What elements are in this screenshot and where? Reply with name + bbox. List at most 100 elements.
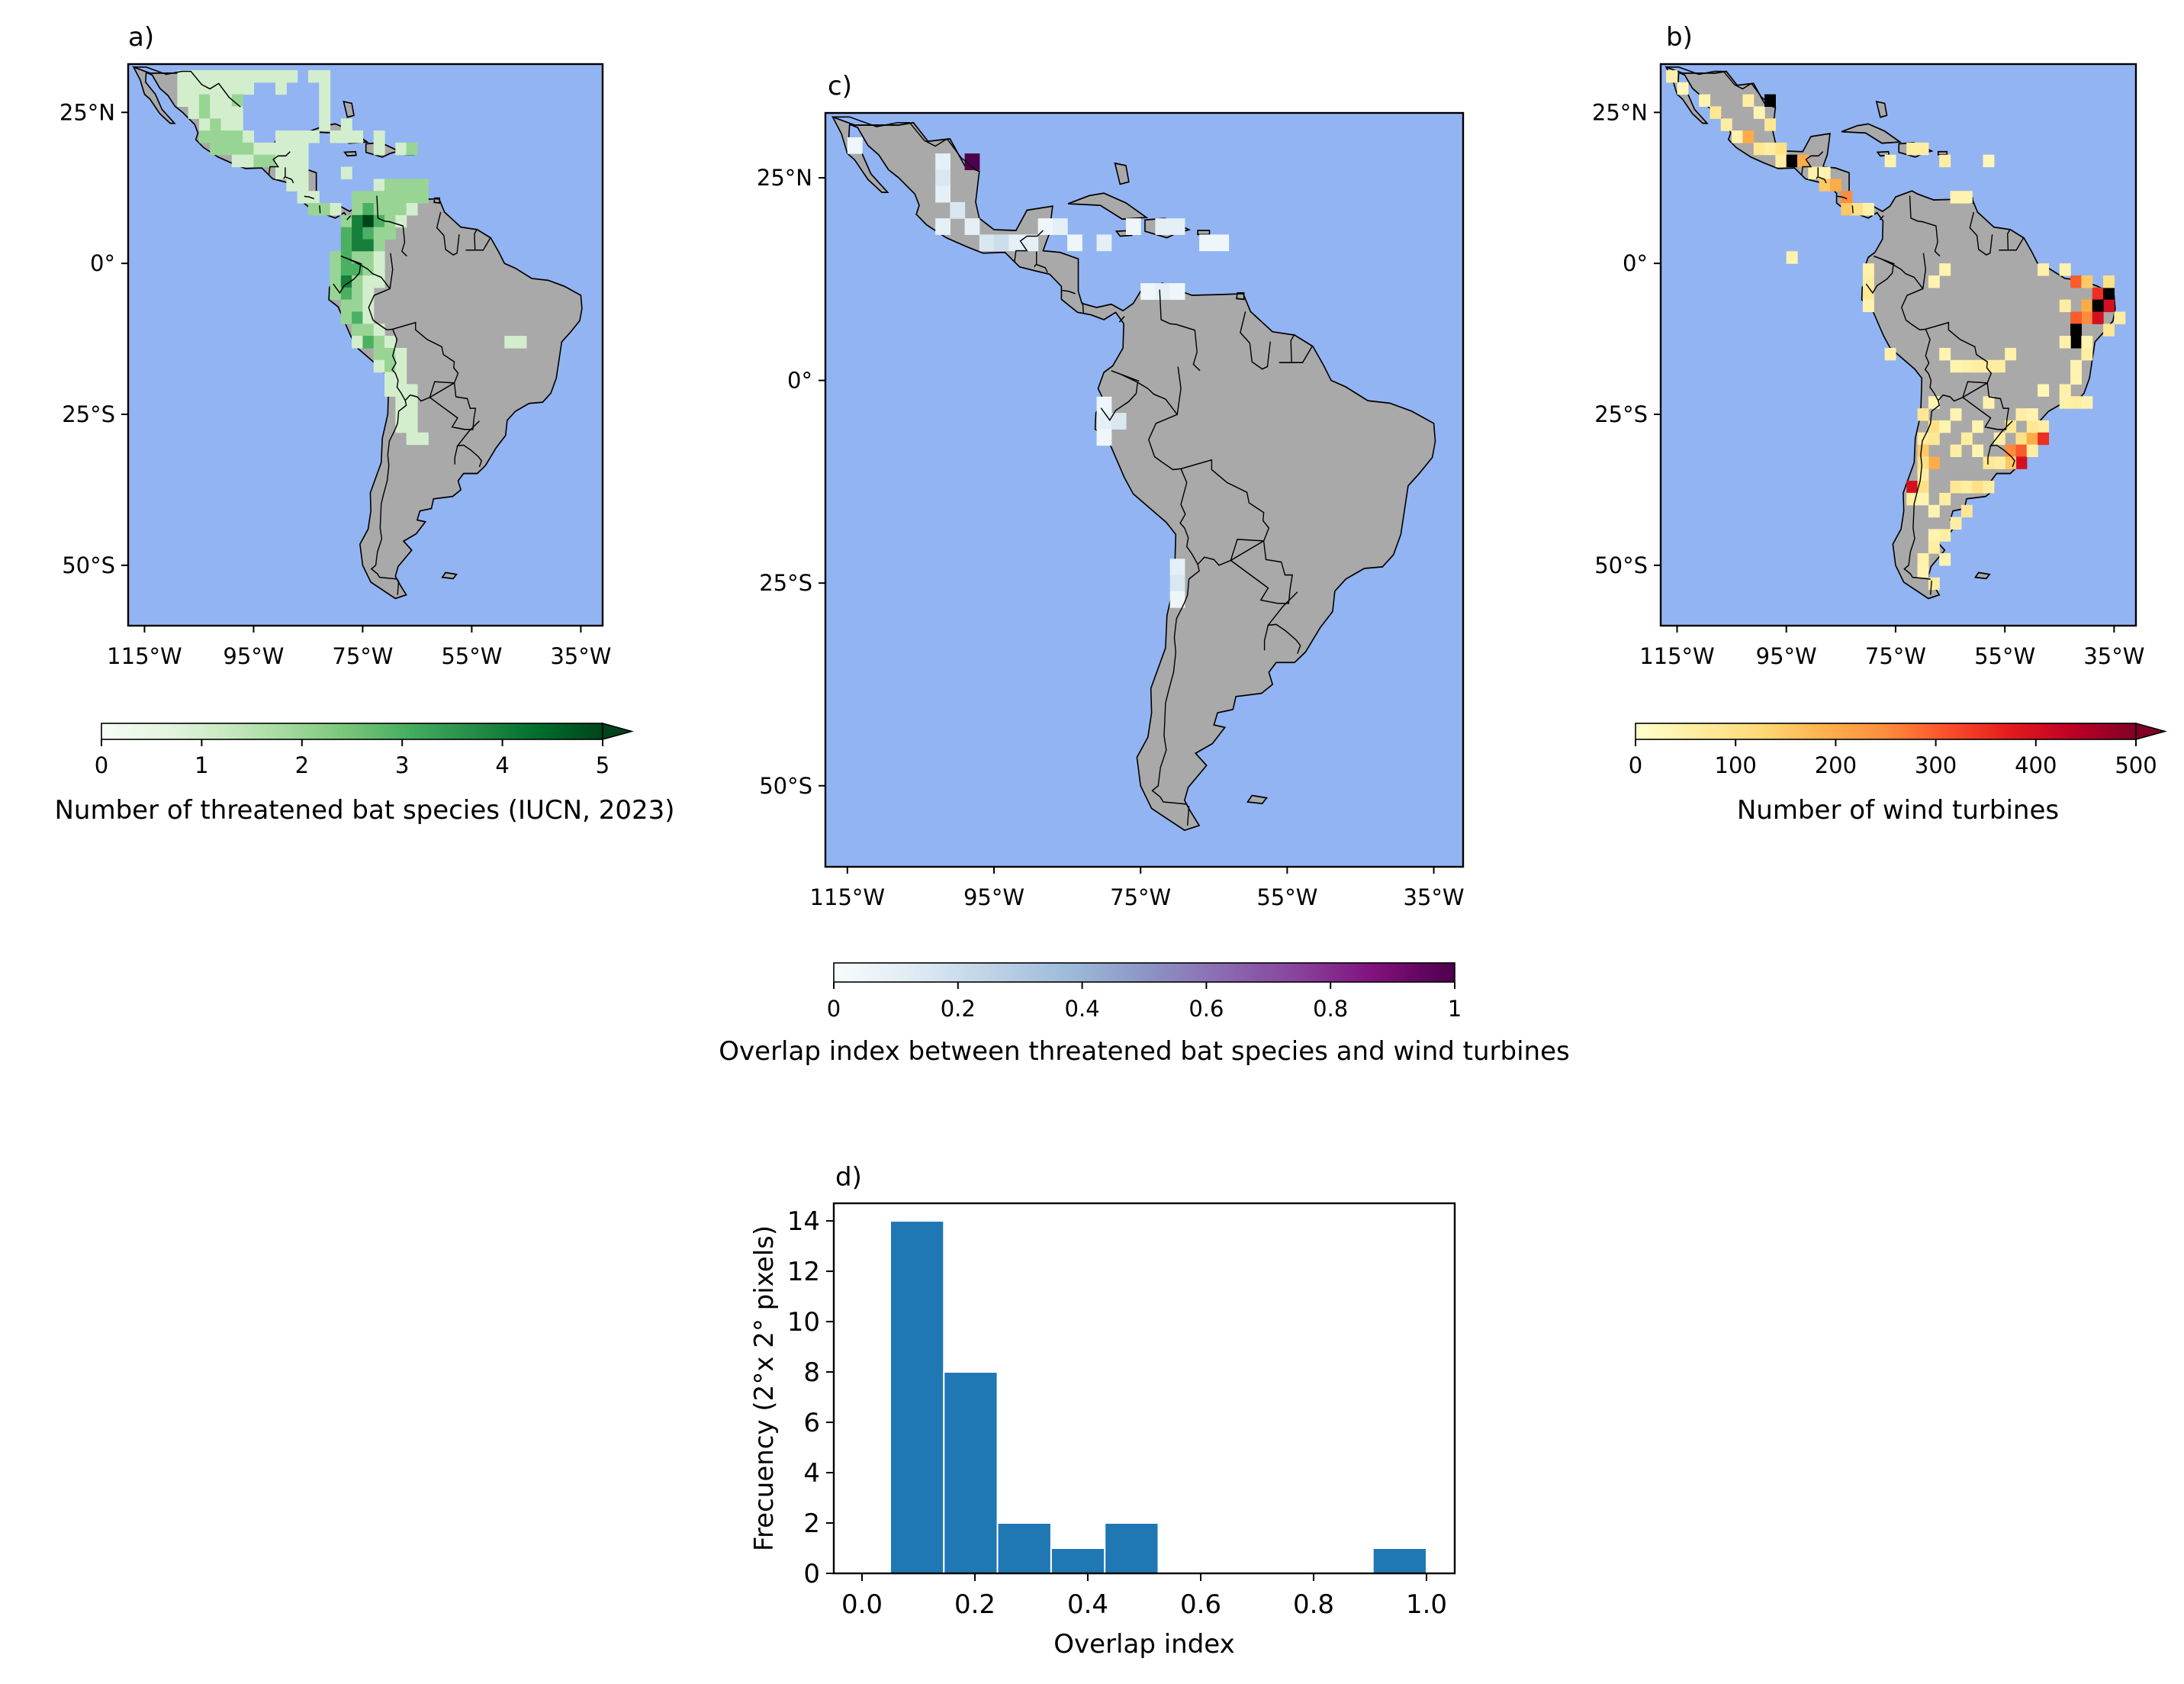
grid-cell <box>2059 263 2071 276</box>
grid-cell <box>352 191 364 204</box>
grid-cell <box>504 336 516 349</box>
grid-cell <box>2038 420 2050 433</box>
grid-cell <box>352 227 364 240</box>
grid-cell <box>406 142 418 156</box>
grid-cell <box>1764 142 1776 156</box>
grid-cell <box>1764 94 1776 107</box>
x-tick-label: 55°W <box>1974 643 2035 669</box>
grid-cell <box>406 203 418 216</box>
grid-cell <box>2026 420 2038 433</box>
grid-cell <box>1841 191 1853 204</box>
grid-cell <box>373 263 385 276</box>
map-panel-c: 115°W 95°W 75°W 55°W 35°W 25°N 0° 25°S 50°S c) 0 0.… <box>719 71 1569 1067</box>
x-tick-label: 95°W <box>1756 643 1817 669</box>
x-axis-label: Overlap index <box>1053 1629 1234 1660</box>
grid-cell <box>286 179 298 192</box>
grid-cell <box>1917 444 1929 458</box>
grid-cell <box>1862 203 1874 216</box>
grid-cell <box>1939 553 1951 566</box>
grid-cell <box>210 69 222 83</box>
grid-cell <box>2092 287 2104 301</box>
colorbar-tick-label: 1 <box>195 752 208 778</box>
grid-cell <box>210 94 222 107</box>
grid-cell <box>1862 263 1874 276</box>
colorbar-label: Number of threatened bat species (IUCN, … <box>54 795 674 826</box>
colorbar-tick-label: 0.8 <box>1313 996 1348 1022</box>
grid-cell <box>1720 118 1732 131</box>
grid-cell <box>373 275 385 288</box>
grid-cell <box>384 384 396 397</box>
x-tick-label: 0.0 <box>841 1589 883 1620</box>
grid-cells-c <box>847 137 1230 608</box>
grid-cell <box>1008 234 1024 252</box>
panel-label: b) <box>1666 22 1693 53</box>
grid-cell <box>330 275 342 288</box>
grid-cell <box>1808 166 1820 179</box>
grid-cell <box>1960 359 1973 373</box>
grid-cell <box>1928 504 1940 518</box>
grid-cell <box>1819 166 1831 179</box>
grid-cell <box>297 142 309 156</box>
grid-cell <box>231 154 243 168</box>
grid-cell <box>2070 336 2082 349</box>
map-frame <box>824 111 1465 868</box>
y-tick-label: 8 <box>803 1357 820 1388</box>
x-tick-label: 115°W <box>810 884 886 910</box>
grid-cell <box>373 191 385 204</box>
grid-cell <box>1169 218 1185 235</box>
grid-cell <box>210 82 222 95</box>
histogram-bars <box>889 1220 1427 1575</box>
y-tick-label: 25°S <box>1594 401 1648 427</box>
grid-cell <box>2015 444 2028 458</box>
colorbar-tick-label: 300 <box>1915 752 1957 778</box>
grid-cell <box>330 287 342 301</box>
grid-cell <box>1096 413 1112 430</box>
grid-cell <box>2059 384 2071 397</box>
grid-cell <box>362 251 375 264</box>
grid-cell <box>275 166 287 179</box>
grid-cell <box>417 179 429 192</box>
y-tick-label: 25°S <box>62 401 115 427</box>
grid-cell <box>243 154 255 168</box>
panel-label: c) <box>828 71 852 101</box>
grid-cell <box>373 239 385 252</box>
grid-cell <box>188 106 200 119</box>
x-tick-label: 0.2 <box>954 1589 996 1620</box>
grid-cell <box>964 218 980 235</box>
grid-cell <box>1939 347 1951 361</box>
grid-cell <box>1125 218 1141 235</box>
map-panel-b: 115°W 95°W 75°W 55°W 35°W 25°N 0° 25°S 50°S b) 0 10… <box>1592 22 2168 826</box>
grid-cell <box>373 179 385 192</box>
grid-cell <box>2070 359 2082 373</box>
grid-cell <box>1742 94 1755 107</box>
grid-cell <box>2081 275 2093 288</box>
grid-cell <box>231 69 243 83</box>
grid-cell <box>362 336 375 349</box>
grid-cell <box>340 118 352 131</box>
colorbar-tick-label: 400 <box>2015 752 2057 778</box>
grid-cell <box>362 227 375 240</box>
colorbar-tick-label: 0 <box>827 996 841 1022</box>
colorbar-tick-label: 0.6 <box>1188 996 1224 1022</box>
grid-cell <box>1939 529 1951 542</box>
grid-cell <box>373 336 385 349</box>
grid-cell <box>2070 324 2082 336</box>
grid-cell <box>950 201 966 219</box>
map-area-c <box>825 113 1463 867</box>
grid-cell <box>340 311 352 324</box>
grid-cell <box>352 214 364 228</box>
x-tick-label: 115°W <box>107 643 182 669</box>
grid-cell <box>384 359 396 373</box>
grid-cell <box>1939 420 1951 433</box>
grid-cell <box>1983 396 1995 409</box>
grid-cell <box>1199 234 1214 252</box>
grid-cell <box>319 118 331 131</box>
grid-cell <box>319 203 331 216</box>
panel-label: a) <box>128 22 154 53</box>
grid-cell <box>1067 234 1082 252</box>
grid-cell <box>275 69 287 83</box>
grid-cell <box>243 142 255 156</box>
grid-cell <box>177 94 189 107</box>
grid-cell <box>373 359 385 373</box>
grid-cell <box>1993 432 2005 446</box>
